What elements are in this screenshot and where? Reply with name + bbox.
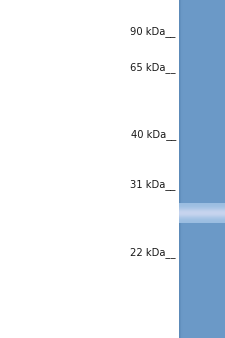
Bar xyxy=(179,212,225,213)
Bar xyxy=(179,220,225,221)
Text: 22 kDa__: 22 kDa__ xyxy=(130,247,176,259)
Bar xyxy=(179,217,225,218)
Bar xyxy=(179,214,225,215)
Bar xyxy=(179,0,180,338)
Bar xyxy=(179,207,225,208)
Text: 31 kDa__: 31 kDa__ xyxy=(130,179,176,190)
Bar xyxy=(179,211,225,212)
Bar xyxy=(179,209,225,210)
Bar xyxy=(179,210,225,211)
Text: 40 kDa__: 40 kDa__ xyxy=(131,129,176,141)
Bar xyxy=(179,218,225,219)
Bar xyxy=(179,0,180,338)
Bar xyxy=(179,203,225,204)
Bar xyxy=(179,215,225,216)
Bar xyxy=(179,216,225,217)
Bar xyxy=(179,204,225,205)
Bar xyxy=(180,0,181,338)
Bar xyxy=(179,219,225,220)
Bar xyxy=(179,206,225,207)
Bar xyxy=(179,208,225,209)
Bar xyxy=(180,0,181,338)
Text: 90 kDa__: 90 kDa__ xyxy=(130,27,176,38)
Bar xyxy=(179,0,180,338)
Bar xyxy=(179,221,225,222)
Bar xyxy=(181,0,182,338)
Text: 65 kDa__: 65 kDa__ xyxy=(130,63,176,73)
Bar xyxy=(180,0,181,338)
Bar xyxy=(179,222,225,223)
Bar xyxy=(179,213,225,214)
Bar xyxy=(179,0,180,338)
Bar xyxy=(179,205,225,206)
Bar xyxy=(179,0,225,338)
